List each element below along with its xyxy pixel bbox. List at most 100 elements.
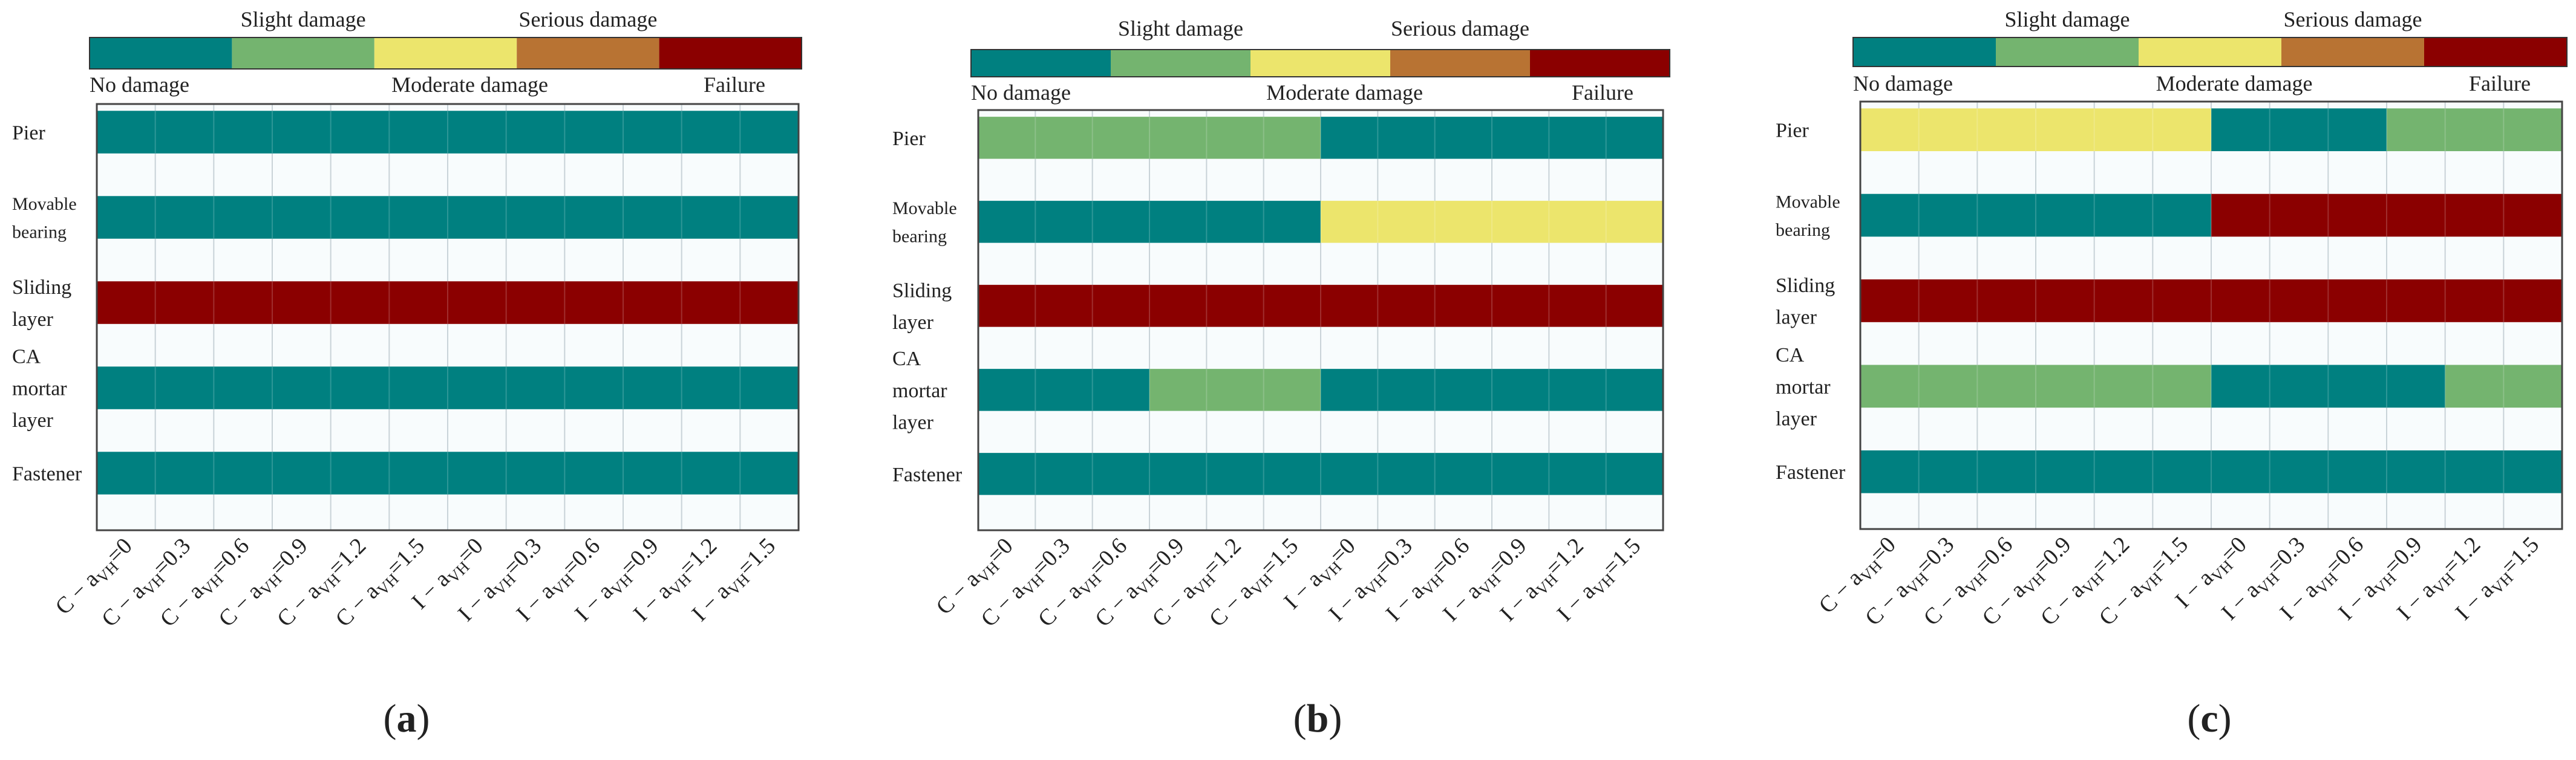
cell-pier-5	[1263, 117, 1321, 159]
cell-ca-mortar-layer-9	[623, 366, 682, 409]
legend-swatch-no-damage	[90, 37, 232, 69]
cell-sliding-layer-11	[740, 281, 799, 324]
row-label-fastener: Fastener	[892, 464, 963, 486]
cell-sliding-layer-2	[1977, 279, 2036, 322]
legend-label-slight-damage: Slight damage	[1118, 16, 1243, 41]
cell-ca-mortar-layer-5	[1263, 369, 1321, 411]
legend-label-serious-damage: Serious damage	[518, 7, 657, 31]
cell-pier-4	[330, 111, 390, 154]
cell-ca-mortar-layer-1	[155, 366, 214, 409]
cell-fastener-2	[1977, 450, 2036, 493]
cell-fastener-0	[978, 453, 1036, 495]
cell-ca-mortar-layer-6	[2211, 365, 2270, 408]
cell-movable-bearing-8	[564, 196, 624, 239]
cell-sliding-layer-8	[564, 281, 624, 324]
cell-fastener-10	[1549, 453, 1607, 495]
cell-ca-mortar-layer-2	[1977, 365, 2036, 408]
cell-ca-mortar-layer-1	[1918, 365, 1978, 408]
row-ca-mortar-layer	[1860, 365, 2563, 408]
chart-panel-b: No damage Slight damage Moderate damage Ser…	[892, 16, 1670, 741]
chart-panel-c: No damage Slight damage Moderate damage Ser…	[1776, 7, 2568, 741]
legend-border	[970, 49, 1670, 77]
cell-pier-10	[1549, 117, 1607, 159]
cell-pier-2	[1092, 117, 1150, 159]
cell-ca-mortar-layer-3	[1149, 369, 1207, 411]
cell-ca-mortar-layer-2	[1092, 369, 1150, 411]
row-label-ca-mortar-layer: CA mortar layer	[1776, 344, 1831, 430]
cell-sliding-layer-7	[2269, 279, 2329, 322]
cell-fastener-1	[155, 452, 214, 495]
legend-swatch-failure	[659, 37, 802, 69]
legend-swatch-moderate-damage	[374, 37, 517, 69]
legend-swatch-serious-damage	[2281, 37, 2424, 67]
panel-title: (c)	[2187, 697, 2231, 741]
cell-ca-mortar-layer-10	[1549, 369, 1607, 411]
cell-ca-mortar-layer-3	[272, 366, 332, 409]
cell-movable-bearing-2	[1977, 193, 2036, 237]
cell-fastener-10	[2445, 450, 2504, 493]
cell-movable-bearing-11	[2503, 193, 2563, 237]
cell-pier-3	[2036, 108, 2095, 152]
cell-sliding-layer-5	[389, 281, 448, 324]
cell-sliding-layer-3	[2036, 279, 2095, 322]
cell-pier-1	[155, 111, 214, 154]
legend-border	[89, 37, 802, 70]
row-fastener	[978, 453, 1664, 495]
row-ca-mortar-layer	[97, 366, 799, 409]
row-label-pier: Pier	[1776, 120, 1809, 142]
legend-label-failure: Failure	[2469, 71, 2531, 96]
cell-ca-mortar-layer-7	[2269, 365, 2329, 408]
row-movable-bearing	[978, 201, 1664, 243]
legend-swatch-no-damage	[971, 50, 1111, 77]
cell-fastener-10	[681, 452, 740, 495]
legend-label-moderate-damage: Moderate damage	[391, 73, 548, 97]
cell-movable-bearing-4	[330, 196, 390, 239]
row-label-fastener: Fastener	[12, 463, 82, 485]
cell-fastener-7	[1378, 453, 1436, 495]
cell-movable-bearing-11	[1606, 201, 1664, 243]
cell-movable-bearing-2	[1092, 201, 1150, 243]
legend-label-failure: Failure	[704, 73, 765, 97]
cell-sliding-layer-11	[1606, 285, 1664, 327]
cell-pier-11	[740, 111, 799, 154]
cell-ca-mortar-layer-8	[1434, 369, 1492, 411]
cell-sliding-layer-2	[214, 281, 273, 324]
cell-movable-bearing-9	[2387, 193, 2446, 237]
cell-ca-mortar-layer-9	[1492, 369, 1549, 411]
cell-fastener-1	[1035, 453, 1093, 495]
cell-sliding-layer-11	[2503, 279, 2563, 322]
cell-ca-mortar-layer-8	[564, 366, 624, 409]
cell-ca-mortar-layer-9	[2387, 365, 2446, 408]
cell-ca-mortar-layer-0	[1860, 365, 1920, 408]
cell-pier-0	[97, 111, 156, 154]
column-label-10: I − aVH=1.2	[1495, 533, 1590, 629]
cell-sliding-layer-8	[2328, 279, 2387, 322]
cell-pier-0	[1860, 108, 1920, 152]
cell-pier-5	[389, 111, 448, 154]
legend-swatch-serious-damage	[1390, 50, 1530, 77]
cell-fastener-6	[2211, 450, 2270, 493]
cell-pier-1	[1035, 117, 1093, 159]
cell-fastener-3	[2036, 450, 2095, 493]
cell-fastener-3	[272, 452, 332, 495]
cell-sliding-layer-1	[1918, 279, 1978, 322]
cell-movable-bearing-10	[681, 196, 740, 239]
cell-pier-4	[1206, 117, 1264, 159]
legend-swatch-serious-damage	[517, 37, 659, 69]
cell-fastener-7	[2269, 450, 2329, 493]
cell-pier-11	[1606, 117, 1664, 159]
cell-movable-bearing-5	[1263, 201, 1321, 243]
legend-label-no-damage: No damage	[90, 73, 189, 97]
cell-sliding-layer-4	[330, 281, 390, 324]
cell-movable-bearing-7	[506, 196, 565, 239]
cell-pier-4	[2094, 108, 2153, 152]
cell-sliding-layer-3	[272, 281, 332, 324]
cell-pier-9	[1492, 117, 1549, 159]
cell-pier-2	[1977, 108, 2036, 152]
cell-fastener-8	[564, 452, 624, 495]
cell-movable-bearing-1	[1918, 193, 1978, 237]
cell-fastener-11	[1606, 453, 1664, 495]
cell-fastener-11	[740, 452, 799, 495]
cell-sliding-layer-10	[1549, 285, 1607, 327]
cell-pier-7	[506, 111, 565, 154]
